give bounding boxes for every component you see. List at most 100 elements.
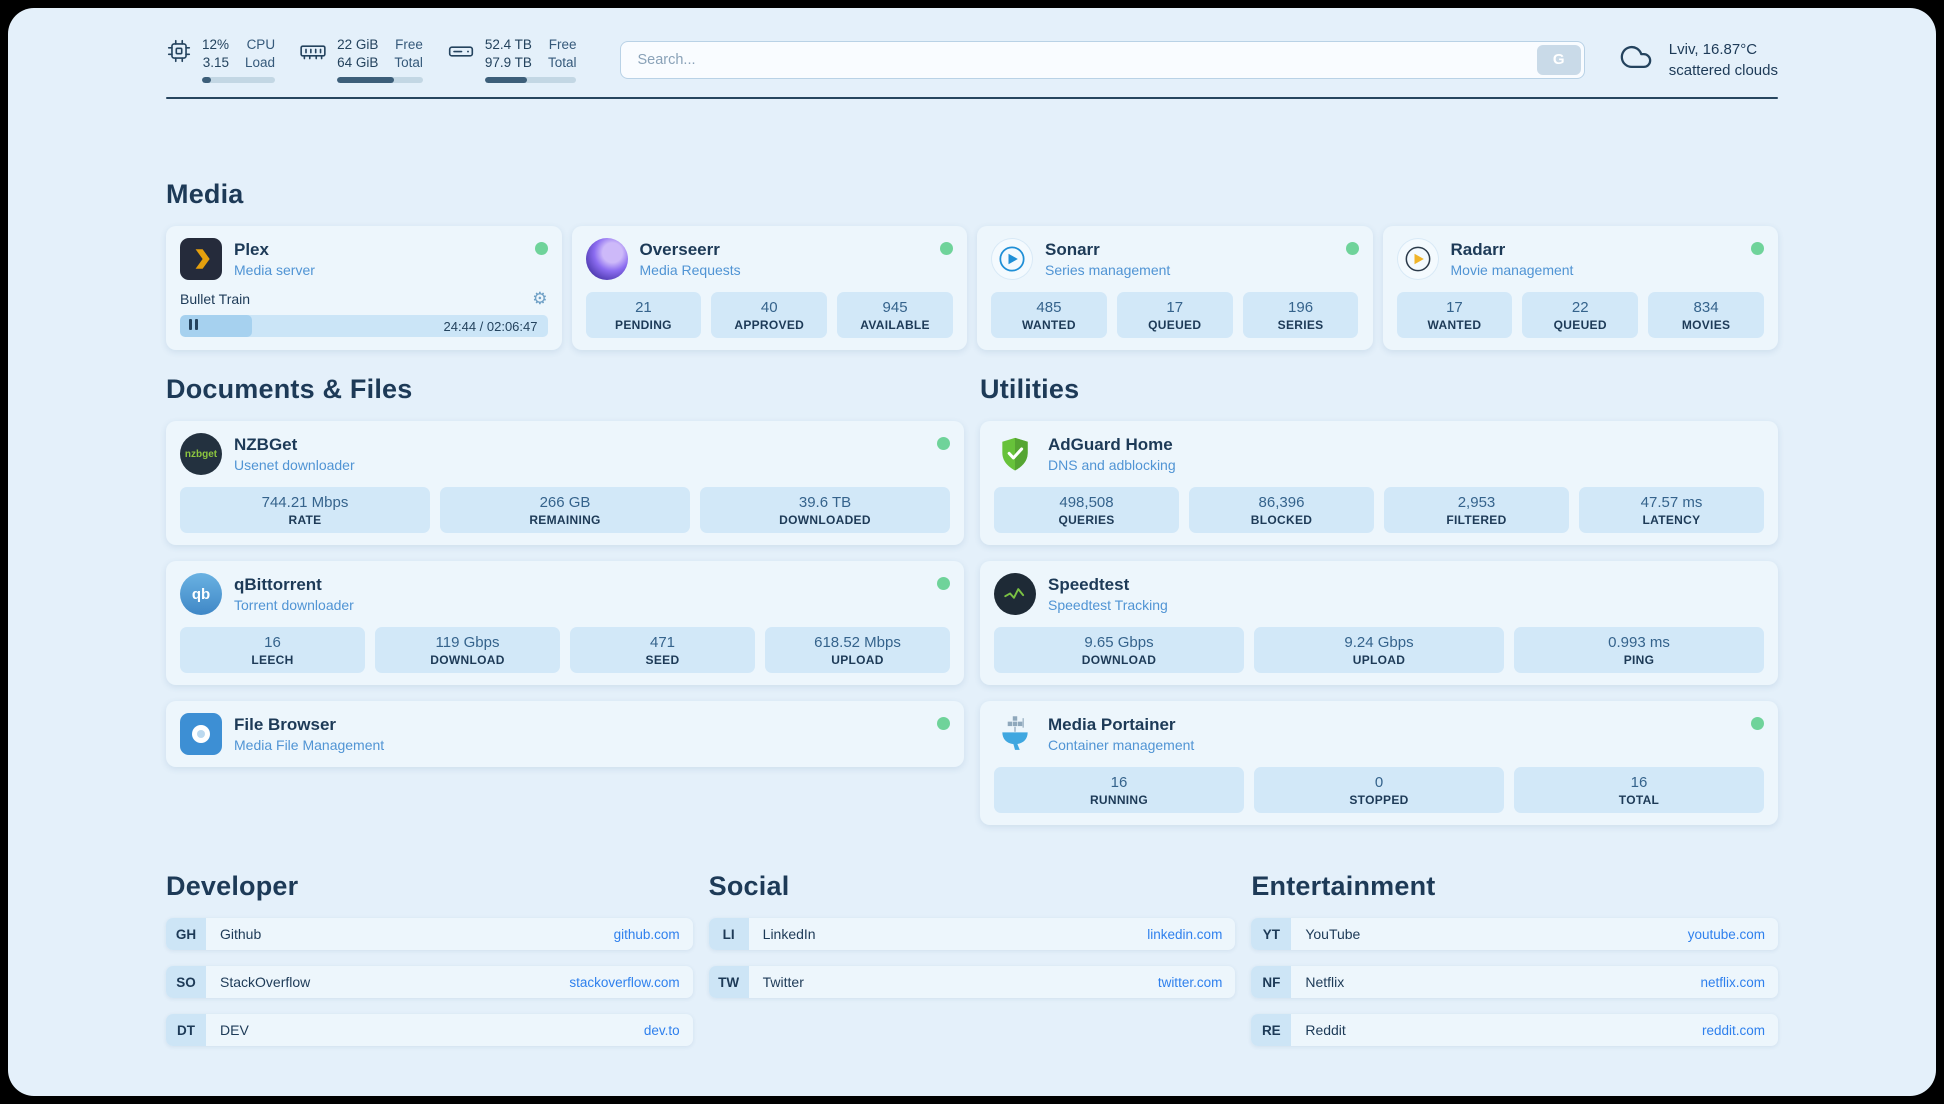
bookmark-item-dev[interactable]: DT DEV dev.to [166, 1014, 693, 1047]
stat-value: 485 [1036, 299, 1062, 317]
app-subtitle: Movie management [1450, 262, 1574, 279]
bookmark-item-stackoverflow[interactable]: SO StackOverflow stackoverflow.com [166, 966, 693, 999]
bookmark-abbr: YT [1251, 918, 1292, 951]
section-title-documents: Documents & Files [166, 374, 413, 405]
plex-icon [180, 238, 222, 281]
app-name: NZBGet [234, 435, 298, 455]
bookmark-name: YouTube [1305, 926, 1361, 943]
radarr-app-link[interactable]: Radarr Movie management [1396, 238, 1764, 281]
weather-widget: Lviv, 16.87°C scattered clouds [1615, 39, 1778, 81]
stat-value: 471 [649, 634, 676, 652]
gear-icon[interactable]: ⚙ [532, 289, 548, 309]
filebrowser-card: File Browser Media File Management [166, 701, 964, 768]
bookmark-abbr: NF [1251, 966, 1292, 999]
memory-total-value: 64 GiB [337, 54, 379, 70]
bookmark-item-reddit[interactable]: RE Reddit reddit.com [1251, 1014, 1778, 1047]
plex-app-link[interactable]: Plex Media server [180, 238, 548, 281]
search-input[interactable] [620, 40, 1585, 79]
stat-label: LEECH [251, 653, 294, 668]
qbittorrent-icon: qb [180, 573, 222, 616]
bookmark-item-github[interactable]: GH Github github.com [166, 918, 693, 951]
nzbget-icon: nzbget [180, 433, 222, 476]
system-metrics: 12% 3.15 CPU Load [166, 36, 577, 84]
bookmark-name: Netflix [1305, 974, 1345, 991]
bookmark-url: netflix.com [1700, 974, 1765, 990]
cloud-icon [1615, 40, 1657, 79]
bookmark-item-netflix[interactable]: NF Netflix netflix.com [1251, 966, 1778, 999]
bookmark-url: reddit.com [1701, 1022, 1765, 1038]
stat-box: 9.24 Gbps UPLOAD [1254, 627, 1504, 674]
nzbget-app-link[interactable]: nzbget NZBGet Usenet downloader [180, 433, 950, 476]
sonarr-app-link[interactable]: Sonarr Series management [991, 238, 1359, 281]
dashboard: 12% 3.15 CPU Load [8, 8, 1936, 1096]
bookmark-abbr: DT [166, 1014, 206, 1047]
bookmark-item-youtube[interactable]: YT YouTube youtube.com [1251, 918, 1778, 951]
stat-box: 0.993 ms PING [1514, 627, 1764, 674]
bookmark-item-twitter[interactable]: TW Twitter twitter.com [708, 966, 1236, 999]
stat-value: 834 [1693, 299, 1719, 317]
stat-label: TOTAL [1618, 793, 1660, 808]
sonarr-card: Sonarr Series management 485 WANTED 17 Q… [977, 226, 1373, 351]
search-bar: G [620, 40, 1585, 79]
stat-label: UPLOAD [1352, 653, 1406, 668]
weather-location: Lviv, 16.87°C [1668, 40, 1758, 58]
stat-label: WANTED [1427, 318, 1482, 333]
stat-value: 2,953 [1457, 494, 1496, 512]
stat-box: 86,396 BLOCKED [1189, 487, 1374, 534]
stat-box: 16 TOTAL [1514, 767, 1764, 814]
section-title-social: Social [708, 871, 790, 902]
filebrowser-icon [180, 713, 222, 756]
stat-box: 266 GB REMAINING [440, 487, 690, 534]
memory-free-value: 22 GiB [337, 37, 379, 52]
qbittorrent-app-link[interactable]: qb qBittorrent Torrent downloader [180, 573, 950, 616]
memory-icon [299, 38, 327, 64]
stat-value: 9.24 Gbps [1344, 634, 1414, 652]
app-name: AdGuard Home [1048, 435, 1173, 455]
storage-total-label: Total [547, 54, 577, 70]
stat-box: 471 SEED [570, 627, 755, 674]
adguard-app-link[interactable]: AdGuard Home DNS and adblocking [994, 433, 1764, 475]
stat-value: 498,508 [1059, 494, 1114, 512]
media-section: Media Plex Media server Bullet Train ⚙ [166, 179, 1778, 351]
app-name: qBittorrent [234, 575, 322, 595]
storage-free-label: Free [548, 37, 577, 52]
bookmark-url: stackoverflow.com [569, 974, 680, 990]
stat-box: 16 RUNNING [994, 767, 1244, 814]
bookmark-abbr: LI [708, 918, 749, 951]
stat-value: 39.6 TB [798, 494, 852, 512]
overseerr-app-link[interactable]: Overseerr Media Requests [585, 238, 953, 281]
stat-box: 39.6 TB DOWNLOADED [700, 487, 950, 534]
bookmark-url: linkedin.com [1147, 926, 1223, 942]
portainer-card: Media Portainer Container management 16 … [980, 701, 1778, 826]
stat-value: 86,396 [1258, 494, 1305, 512]
qbittorrent-card: qb qBittorrent Torrent downloader 16 LEE… [166, 561, 964, 686]
stat-label: UPLOAD [831, 653, 884, 668]
bookmark-abbr: GH [166, 918, 206, 951]
app-subtitle: Media File Management [234, 737, 385, 754]
cpu-load-label: Load [245, 54, 276, 70]
status-dot [940, 242, 953, 256]
status-dot [534, 242, 548, 256]
cpu-usage-value: 12% [202, 37, 230, 52]
stat-label: SERIES [1277, 318, 1324, 333]
search-engine-button[interactable]: G [1536, 44, 1581, 75]
stat-label: DOWNLOADED [779, 513, 871, 528]
bookmark-item-linkedin[interactable]: LI LinkedIn linkedin.com [708, 918, 1236, 951]
memory-free-label: Free [395, 37, 423, 52]
stat-box: 9.65 Gbps DOWNLOAD [994, 627, 1244, 674]
stat-box: 485 WANTED [991, 292, 1107, 339]
portainer-app-link[interactable]: Media Portainer Container management [994, 713, 1764, 755]
stat-label: SEED [645, 653, 680, 668]
bookmark-url: twitter.com [1157, 974, 1223, 990]
header-divider [166, 97, 1778, 100]
filebrowser-app-link[interactable]: File Browser Media File Management [180, 713, 950, 756]
app-name: File Browser [234, 715, 337, 735]
bookmark-abbr: SO [166, 966, 206, 999]
bookmark-name: LinkedIn [762, 926, 816, 943]
section-title-entertainment: Entertainment [1251, 871, 1436, 902]
app-subtitle: Container management [1048, 737, 1195, 754]
now-playing-title: Bullet Train [180, 290, 251, 307]
section-title-developer: Developer [166, 871, 299, 902]
radarr-card: Radarr Movie management 17 WANTED 22 QUE… [1382, 226, 1778, 351]
speedtest-app-link[interactable]: Speedtest Speedtest Tracking [994, 573, 1764, 616]
